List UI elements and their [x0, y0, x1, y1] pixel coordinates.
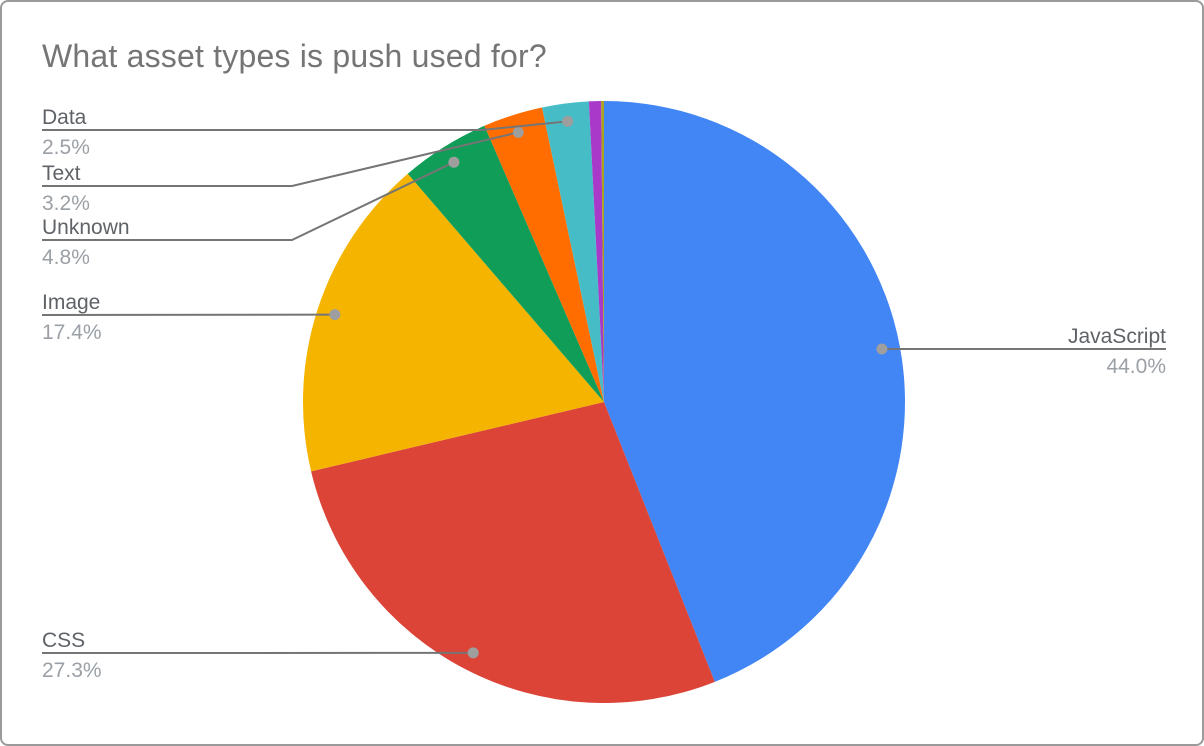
slice-label-text: Text: [42, 162, 81, 185]
slice-percent-css: 27.3%: [42, 659, 102, 682]
pie-slice-unknown[interactable]: [407, 125, 604, 402]
callout-line-text: [42, 131, 519, 187]
callout-dot-data: [562, 115, 574, 127]
pie-callouts-group: JavaScript 44.0% CSS 27.3% Image 17.4% Unknown…: [41, 106, 1166, 682]
slice-label-css: CSS: [42, 629, 85, 652]
pie-slice-text[interactable]: [484, 107, 604, 402]
callout-dot-css: [467, 647, 479, 659]
pie-slice-css[interactable]: [311, 402, 715, 703]
pie-slice-image[interactable]: [303, 173, 604, 472]
callout-dot-text: [512, 126, 524, 138]
callout-dot-image: [329, 309, 341, 321]
callout-line-data: [42, 120, 568, 131]
pie-slice-unlabeled-8[interactable]: [601, 100, 604, 402]
slice-percent-javascript: 44.0%: [1106, 355, 1166, 378]
pie-slices-group: [303, 100, 905, 703]
slice-percent-unknown: 4.8%: [42, 246, 90, 269]
callout-line-unknown: [42, 161, 455, 241]
slice-percent-data: 2.5%: [42, 136, 90, 159]
pie-slice-unlabeled-7[interactable]: [588, 101, 604, 402]
pie-slice-data[interactable]: [542, 101, 604, 402]
slice-percent-text: 3.2%: [42, 192, 90, 215]
chart-title: What asset types is push used for?: [42, 38, 547, 74]
slice-label-data: Data: [42, 106, 87, 129]
slice-label-unknown: Unknown: [42, 216, 130, 239]
callout-dot-unknown: [448, 156, 460, 168]
slice-label-javascript: JavaScript: [1068, 325, 1166, 348]
callout-dot-javascript: [876, 343, 888, 355]
slice-percent-image: 17.4%: [42, 321, 102, 344]
pie-slice-javascript[interactable]: [604, 101, 905, 682]
slice-label-image: Image: [42, 291, 100, 314]
